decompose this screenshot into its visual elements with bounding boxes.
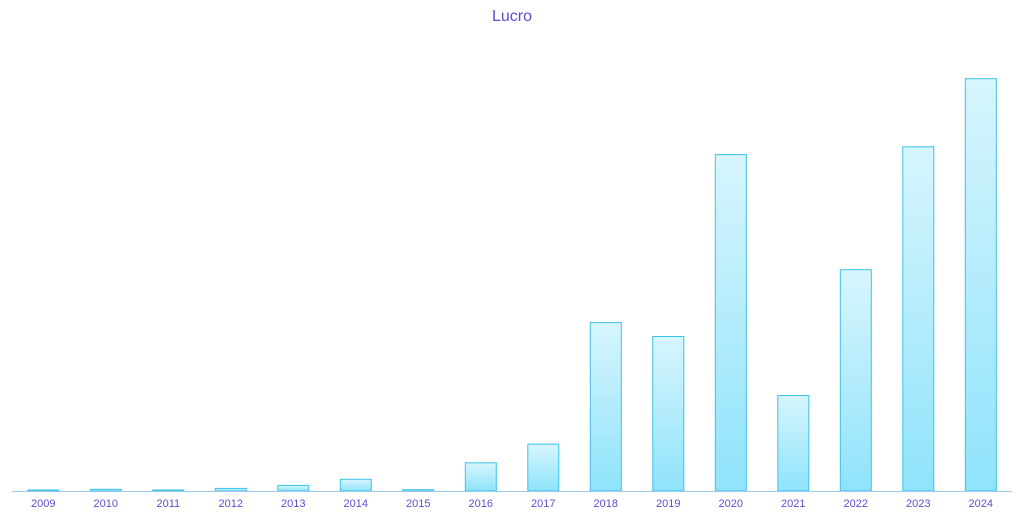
x-tick-label-2016: 2016: [469, 498, 493, 510]
bar-2013: [277, 484, 310, 492]
bar-2015: [402, 489, 435, 492]
x-tick-label-2020: 2020: [719, 498, 743, 510]
x-tick-label-2024: 2024: [969, 498, 993, 510]
bar-2016: [464, 462, 497, 492]
x-tick-label-2011: 2011: [156, 498, 180, 510]
bar-2024: [964, 78, 997, 492]
x-tick-label-2012: 2012: [219, 498, 243, 510]
bar-2021: [777, 395, 810, 492]
x-tick-label-2018: 2018: [594, 498, 618, 510]
chart-title: Lucro: [491, 8, 533, 25]
x-tick-label-2022: 2022: [844, 498, 868, 510]
x-tick-label-2017: 2017: [531, 498, 555, 510]
bar-2011: [152, 489, 185, 492]
bar-2012: [214, 487, 247, 492]
bar-2009: [27, 489, 60, 492]
bar-2022: [839, 269, 872, 492]
bar-2017: [527, 443, 560, 492]
bar-2023: [902, 146, 935, 492]
bar-2020: [714, 154, 747, 492]
x-tick-label-2015: 2015: [406, 498, 430, 510]
x-tick-label-2013: 2013: [281, 498, 305, 510]
x-tick-label-2021: 2021: [781, 498, 805, 510]
bars: [27, 78, 997, 492]
x-tick-label-2014: 2014: [344, 498, 368, 510]
x-tick-label-2019: 2019: [656, 498, 680, 510]
bar-2018: [589, 322, 622, 492]
bar-2010: [89, 488, 122, 492]
x-tick-label-2009: 2009: [31, 498, 55, 510]
bar-2019: [652, 336, 685, 492]
x-axis-ticks: 2009 2010 2011 2012 2013 2014 2015 2016 2017 2018…: [31, 498, 993, 510]
bar-2014: [339, 478, 372, 492]
x-tick-label-2010: 2010: [94, 498, 118, 510]
x-tick-label-2023: 2023: [906, 498, 930, 510]
